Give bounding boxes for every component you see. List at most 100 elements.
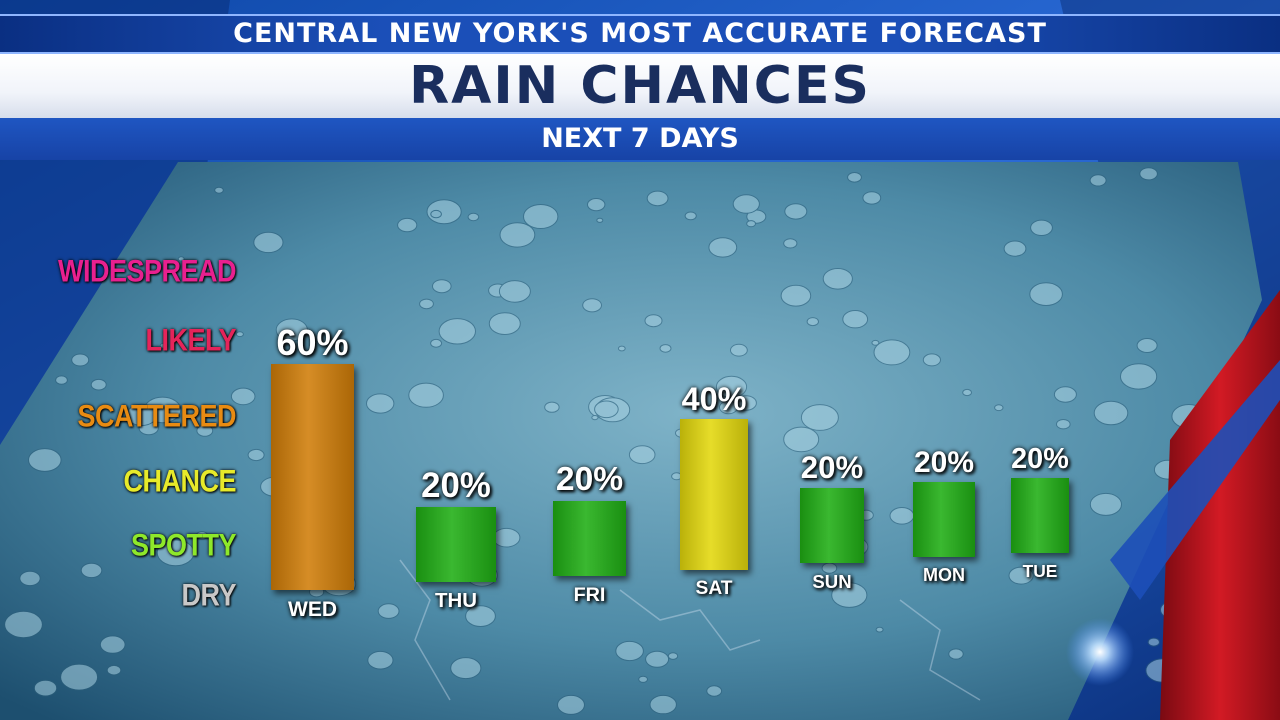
raindrop-decoration (1056, 419, 1071, 430)
raindrop-decoration (806, 317, 819, 327)
raindrop-decoration (367, 650, 394, 670)
intensity-label-spotty: SPOTTY (130, 527, 237, 563)
raindrop-decoration (783, 238, 798, 249)
raindrop-decoration (628, 445, 656, 465)
raindrop-decoration (544, 401, 560, 413)
raindrop-decoration (1139, 167, 1158, 181)
raindrop-decoration (922, 353, 942, 367)
raindrop-decoration (730, 343, 748, 357)
bar-sat (680, 419, 748, 570)
raindrop-decoration (649, 694, 677, 715)
raindrop-decoration (1029, 282, 1063, 307)
raindrop-decoration (450, 657, 482, 680)
day-label-sun: SUN (812, 571, 852, 592)
bar-wed (271, 364, 354, 590)
raindrop-decoration (593, 468, 605, 477)
raindrop-decoration (188, 343, 199, 352)
raindrop-decoration (438, 318, 476, 345)
raindrop-decoration (33, 679, 58, 697)
raindrop-decoration (156, 539, 195, 567)
raindrop-decoration (1093, 400, 1129, 426)
bar-thu (416, 506, 496, 582)
raindrop-decoration (646, 190, 669, 207)
page-subtitle: NEXT 7 DAYS (0, 118, 1280, 160)
raindrop-decoration (1003, 240, 1027, 257)
raindrop-decoration (831, 582, 868, 608)
day-label-fri: FRI (573, 584, 606, 606)
raindrop-decoration (1089, 174, 1107, 187)
raindrop-decoration (962, 388, 972, 397)
raindrop-decoration (875, 626, 884, 633)
intensity-label-likely: LIKELY (145, 322, 236, 358)
raindrop-decoration (822, 268, 853, 290)
raindrop-decoration (275, 318, 308, 342)
bar-mon (913, 481, 975, 557)
raindrop-decoration (594, 400, 619, 419)
bar-value-label: 20% (421, 465, 491, 505)
raindrop-decoration (617, 345, 626, 352)
raindrop-decoration (948, 648, 964, 660)
raindrop-decoration (523, 204, 559, 229)
raindrop-decoration (253, 231, 284, 254)
raindrop-decoration (735, 395, 757, 411)
raindrop-decoration (862, 191, 882, 205)
raindrop-decoration (467, 212, 480, 222)
raindrop-decoration (783, 426, 820, 453)
raindrop-decoration (1030, 219, 1053, 237)
day-label-sat: SAT (695, 578, 733, 599)
raindrop-decoration (499, 222, 536, 248)
raindrop-decoration (784, 203, 808, 220)
raindrop-decoration (591, 415, 599, 421)
bar-value-label: 40% (681, 380, 747, 417)
raindrop-decoration (994, 404, 1004, 412)
raindrop-decoration (659, 344, 672, 353)
intensity-label-scattered: SCATTERED (77, 398, 236, 434)
raindrop-decoration (821, 562, 838, 574)
raindrop-decoration (889, 507, 915, 525)
raindrop-decoration (644, 314, 663, 328)
raindrop-decoration (842, 310, 869, 329)
raindrop-decoration (90, 378, 107, 391)
raindrop-decoration (715, 375, 748, 398)
raindrop-decoration (80, 562, 103, 579)
bar-sun (800, 487, 864, 563)
raindrop-decoration (645, 650, 670, 668)
raindrop-decoration (732, 194, 760, 214)
raindrop-decoration (871, 339, 880, 346)
bar-value-label: 20% (913, 445, 975, 479)
raindrop-decoration (465, 605, 496, 627)
raindrop-decoration (667, 652, 679, 660)
raindrop-decoration (708, 237, 738, 258)
raindrop-decoration (196, 424, 214, 437)
raindrop-decoration (214, 186, 224, 194)
raindrop-decoration (106, 664, 122, 676)
bar-value-label: 20% (800, 450, 864, 486)
raindrop-decoration (430, 338, 443, 348)
raindrop-decoration (126, 403, 158, 426)
raindrop-decoration (498, 280, 531, 303)
raindrop-decoration (397, 217, 418, 233)
raindrop-decoration (419, 298, 434, 310)
raindrop-decoration (71, 353, 90, 367)
forecast-tagline: CENTRAL NEW YORK'S MOST ACCURATE FORECAS… (0, 14, 1280, 54)
raindrop-decoration (55, 375, 68, 385)
raindrop-decoration (99, 635, 126, 654)
bar-fri (553, 500, 626, 576)
day-label-wed: WED (288, 598, 337, 621)
raindrop-decoration (1008, 566, 1034, 585)
raindrop-decoration (800, 404, 839, 431)
raindrop-decoration (159, 342, 169, 349)
raindrop-decoration (247, 448, 265, 462)
raindrop-decoration (582, 298, 602, 313)
raindrop-decoration (492, 527, 521, 548)
raindrop-decoration (596, 217, 604, 223)
raindrop-decoration (408, 382, 444, 408)
raindrop-decoration (177, 256, 185, 262)
raindrop-decoration (557, 694, 585, 715)
bar-value-label: 20% (555, 461, 624, 499)
raindrop-decoration (488, 312, 521, 336)
raindrop-decoration (847, 172, 862, 183)
intensity-label-chance: CHANCE (123, 463, 236, 499)
raindrop-decoration (1136, 338, 1158, 353)
raindrop-decoration (60, 663, 99, 691)
